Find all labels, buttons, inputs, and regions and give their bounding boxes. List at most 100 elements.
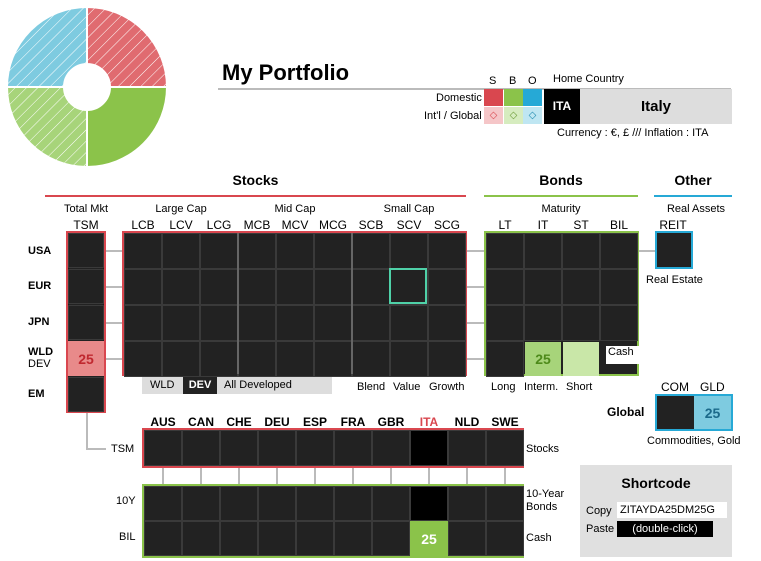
country-bil-cell-aus[interactable] bbox=[144, 521, 182, 556]
country-bil-cell-che[interactable] bbox=[220, 521, 258, 556]
stock-cell-eur-scb[interactable] bbox=[352, 269, 390, 305]
tsm-cell-jpn[interactable] bbox=[68, 305, 104, 340]
tab-dev[interactable]: DEV bbox=[183, 377, 217, 394]
stock-cell-eur-mcv[interactable] bbox=[276, 269, 314, 305]
stock-cell-usa-scv[interactable] bbox=[390, 233, 428, 269]
bond-cell-lt-2[interactable] bbox=[486, 305, 524, 341]
com-cell[interactable] bbox=[657, 396, 693, 429]
domestic-stocks-swatch[interactable] bbox=[484, 89, 503, 106]
country-bil-cell-deu[interactable] bbox=[258, 521, 296, 556]
stock-cell-usa-lcg[interactable] bbox=[200, 233, 238, 269]
bond-cell-it-wld[interactable]: 25 bbox=[525, 342, 561, 376]
intl-stocks-diamond-icon[interactable]: ◇ bbox=[484, 107, 503, 124]
country-name-select[interactable]: Italy bbox=[580, 89, 732, 124]
reit-cell[interactable] bbox=[655, 231, 693, 269]
stock-cell-jpn-scv[interactable] bbox=[390, 305, 428, 341]
country-stock-cell-che[interactable] bbox=[220, 430, 258, 466]
country-stock-cell-swe[interactable] bbox=[486, 430, 524, 466]
stock-cell-usa-mcb[interactable] bbox=[238, 233, 276, 269]
country-10y-cell-gbr[interactable] bbox=[372, 486, 410, 521]
stock-cell-eur-lcg[interactable] bbox=[200, 269, 238, 305]
stock-cell-jpn-mcb[interactable] bbox=[238, 305, 276, 341]
stock-cell-usa-mcg[interactable] bbox=[314, 233, 352, 269]
tsm-cell-usa[interactable] bbox=[68, 233, 104, 268]
stock-cell-wld-lcg[interactable] bbox=[200, 341, 238, 377]
bond-cell-lt-3[interactable] bbox=[486, 341, 524, 377]
stock-cell-jpn-lcb[interactable] bbox=[124, 305, 162, 341]
country-10y-cell-aus[interactable] bbox=[144, 486, 182, 521]
shortcode-paste-button[interactable]: (double-click) bbox=[617, 521, 713, 537]
stock-cell-wld-mcg[interactable] bbox=[314, 341, 352, 377]
stock-cell-wld-scv[interactable] bbox=[390, 341, 428, 377]
stock-cell-jpn-lcg[interactable] bbox=[200, 305, 238, 341]
tab-wld[interactable]: WLD bbox=[150, 379, 175, 391]
stock-cell-eur-mcg[interactable] bbox=[314, 269, 352, 305]
country-bil-cell-swe[interactable] bbox=[486, 521, 524, 556]
stock-cell-usa-lcv[interactable] bbox=[162, 233, 200, 269]
bond-cell-st-2[interactable] bbox=[562, 305, 600, 341]
intl-bonds-diamond-icon[interactable]: ◇ bbox=[504, 107, 523, 124]
country-stock-cell-can[interactable] bbox=[182, 430, 220, 466]
stock-cell-usa-lcb[interactable] bbox=[124, 233, 162, 269]
stock-cell-eur-mcb[interactable] bbox=[238, 269, 276, 305]
stock-cell-wld-mcb[interactable] bbox=[238, 341, 276, 377]
stock-cell-eur-lcv[interactable] bbox=[162, 269, 200, 305]
domestic-bonds-swatch[interactable] bbox=[504, 89, 523, 106]
country-stock-cell-ita[interactable] bbox=[410, 430, 448, 466]
bond-cell-lt-1[interactable] bbox=[486, 269, 524, 305]
country-10y-cell-can[interactable] bbox=[182, 486, 220, 521]
stock-cell-jpn-scg[interactable] bbox=[428, 305, 466, 341]
stock-cell-eur-scv[interactable] bbox=[390, 269, 428, 305]
country-bil-cell-ita[interactable]: 25 bbox=[410, 521, 448, 556]
domestic-other-swatch[interactable] bbox=[523, 89, 542, 106]
stock-cell-jpn-scb[interactable] bbox=[352, 305, 390, 341]
stock-cell-wld-lcb[interactable] bbox=[124, 341, 162, 377]
country-code-button[interactable]: ITA bbox=[544, 89, 580, 124]
country-10y-cell-ita[interactable] bbox=[410, 486, 448, 521]
country-10y-cell-che[interactable] bbox=[220, 486, 258, 521]
bond-cell-it-0[interactable] bbox=[524, 233, 562, 269]
bond-cell-st-wld[interactable] bbox=[563, 342, 599, 376]
country-10y-cell-fra[interactable] bbox=[334, 486, 372, 521]
tsm-cell-eur[interactable] bbox=[68, 269, 104, 304]
country-bil-cell-nld[interactable] bbox=[448, 521, 486, 556]
stock-cell-wld-scg[interactable] bbox=[428, 341, 466, 377]
gld-cell[interactable]: 25 bbox=[694, 396, 731, 429]
intl-other-diamond-icon[interactable]: ◇ bbox=[523, 107, 542, 124]
country-bil-cell-fra[interactable] bbox=[334, 521, 372, 556]
country-stock-cell-aus[interactable] bbox=[144, 430, 182, 466]
country-stock-cell-esp[interactable] bbox=[296, 430, 334, 466]
bond-cell-it-2[interactable] bbox=[524, 305, 562, 341]
stock-cell-usa-scb[interactable] bbox=[352, 233, 390, 269]
bond-cell-bil-1[interactable] bbox=[600, 269, 638, 305]
stock-cell-jpn-lcv[interactable] bbox=[162, 305, 200, 341]
stock-cell-eur-scg[interactable] bbox=[428, 269, 466, 305]
country-10y-cell-esp[interactable] bbox=[296, 486, 334, 521]
bond-cell-bil-0[interactable] bbox=[600, 233, 638, 269]
country-bil-cell-esp[interactable] bbox=[296, 521, 334, 556]
country-stock-cell-deu[interactable] bbox=[258, 430, 296, 466]
stock-cell-jpn-mcg[interactable] bbox=[314, 305, 352, 341]
country-10y-cell-nld[interactable] bbox=[448, 486, 486, 521]
stock-cell-jpn-mcv[interactable] bbox=[276, 305, 314, 341]
country-10y-cell-deu[interactable] bbox=[258, 486, 296, 521]
country-10y-cell-swe[interactable] bbox=[486, 486, 524, 521]
stock-cell-wld-scb[interactable] bbox=[352, 341, 390, 377]
country-bil-cell-gbr[interactable] bbox=[372, 521, 410, 556]
country-stock-cell-nld[interactable] bbox=[448, 430, 486, 466]
bond-cell-st-0[interactable] bbox=[562, 233, 600, 269]
stock-cell-usa-scg[interactable] bbox=[428, 233, 466, 269]
country-stock-cell-fra[interactable] bbox=[334, 430, 372, 466]
bond-cell-it-1[interactable] bbox=[524, 269, 562, 305]
tsm-cell-wld[interactable]: 25 bbox=[68, 341, 104, 376]
country-stock-cell-gbr[interactable] bbox=[372, 430, 410, 466]
bond-cell-bil-2[interactable] bbox=[600, 305, 638, 341]
stock-cell-wld-lcv[interactable] bbox=[162, 341, 200, 377]
stock-cell-eur-lcb[interactable] bbox=[124, 269, 162, 305]
bond-cell-lt-0[interactable] bbox=[486, 233, 524, 269]
tsm-cell-em[interactable] bbox=[68, 377, 104, 412]
stock-cell-wld-mcv[interactable] bbox=[276, 341, 314, 377]
stock-cell-usa-mcv[interactable] bbox=[276, 233, 314, 269]
country-bil-cell-can[interactable] bbox=[182, 521, 220, 556]
shortcode-copy-field[interactable]: ZITAYDA25DM25G bbox=[617, 502, 727, 518]
